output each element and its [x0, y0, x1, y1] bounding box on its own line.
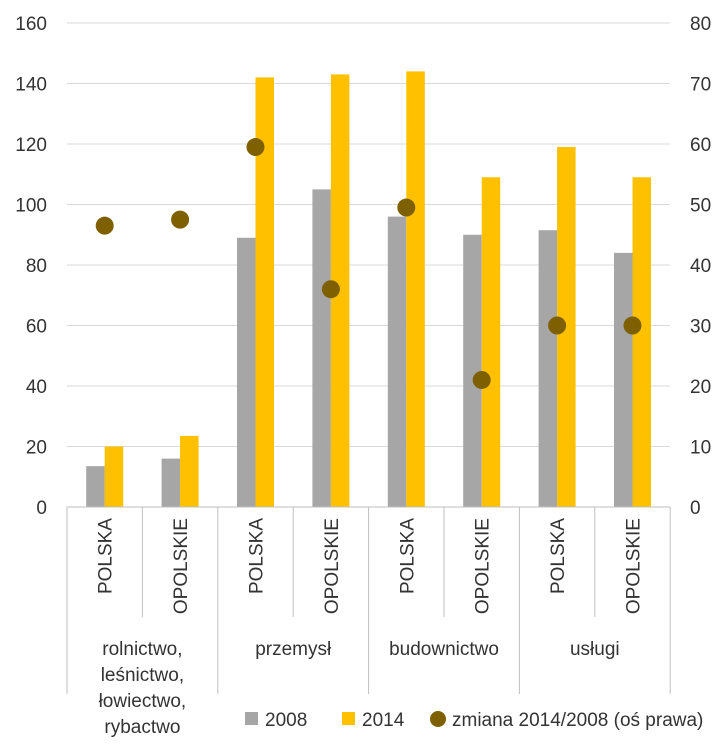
category-label: POLSKA [397, 518, 418, 594]
left-tick-label: 160 [15, 14, 47, 35]
bar-2014 [557, 147, 576, 507]
group-label: łowiectwo, [99, 691, 187, 712]
bars [86, 71, 651, 508]
bar-2014 [481, 177, 501, 507]
change-point [95, 216, 114, 235]
change-point [397, 198, 416, 217]
bar-2014 [632, 177, 651, 507]
category-label: OPOLSKIE [473, 518, 494, 614]
category-label: OPOLSKIE [171, 518, 192, 614]
x-axis [66, 506, 671, 694]
left-tick-label: 0 [36, 498, 47, 519]
change-point [321, 280, 340, 299]
bar-2008 [614, 252, 633, 507]
bar-2008 [463, 234, 482, 507]
category-label: POLSKA [96, 518, 117, 594]
bar-2014 [406, 71, 425, 508]
group-label: rolnictwo, [102, 639, 182, 660]
bar-2008 [538, 230, 558, 507]
left-axis-ticks: 0 20 40 60 80 100 120 140 160 [15, 14, 47, 519]
group-label: przemysł [255, 639, 332, 660]
change-point [246, 138, 265, 157]
legend-label: 2008 [265, 710, 307, 731]
bar-2008 [387, 216, 407, 507]
legend-swatch-2014 [342, 712, 355, 725]
right-tick-label: 70 [690, 75, 711, 96]
category-label: OPOLSKIE [322, 518, 343, 614]
right-tick-label: 0 [690, 498, 701, 519]
category-label: POLSKA [247, 518, 268, 594]
legend-label: 2014 [362, 710, 405, 731]
bar-2014 [104, 446, 124, 507]
change-point [623, 316, 642, 335]
right-tick-label: 30 [690, 317, 711, 338]
change-point [472, 370, 491, 389]
right-tick-label: 20 [690, 377, 711, 398]
right-tick-label: 60 [690, 135, 711, 156]
right-tick-label: 40 [690, 256, 711, 277]
left-tick-label: 60 [26, 317, 47, 338]
gridlines [67, 22, 670, 447]
group-label: rybactwo [104, 717, 180, 738]
bar-2014 [180, 435, 199, 507]
bar-2008 [161, 458, 181, 507]
legend-swatch-2008 [245, 712, 258, 725]
left-tick-label: 40 [26, 377, 47, 398]
bar-2008 [86, 466, 105, 507]
left-tick-label: 140 [15, 75, 47, 96]
left-tick-label: 120 [15, 135, 47, 156]
category-labels: POLSKA OPOLSKIE POLSKA OPOLSKIE POLSKA OPOLSK… [96, 518, 645, 614]
category-label: POLSKA [548, 518, 569, 594]
group-label: budownictwo [389, 639, 499, 660]
right-axis-ticks: 0 10 20 30 40 50 60 70 80 [690, 14, 711, 519]
bar-2014 [330, 74, 350, 508]
bar-2014 [255, 77, 274, 507]
left-tick-label: 20 [26, 438, 47, 459]
change-point [171, 210, 190, 229]
group-label: leśnictwo, [101, 665, 184, 686]
bar-2008 [237, 237, 256, 507]
category-label: OPOLSKIE [624, 518, 645, 614]
change-point [548, 316, 567, 335]
right-tick-label: 10 [690, 438, 711, 459]
right-tick-label: 80 [690, 14, 711, 35]
bar-2008 [312, 189, 331, 507]
group-labels: rolnictwo, leśnictwo, łowiectwo, rybactwo pr… [99, 639, 620, 738]
group-label: usługi [570, 639, 620, 660]
legend-marker [430, 711, 446, 727]
left-tick-label: 100 [15, 196, 47, 217]
legend: 2008 2014 zmiana 2014/2008 (oś prawa) [245, 710, 703, 731]
right-tick-label: 50 [690, 196, 711, 217]
points [95, 138, 642, 389]
left-tick-label: 80 [26, 256, 47, 277]
legend-label: zmiana 2014/2008 (oś prawa) [452, 710, 703, 731]
